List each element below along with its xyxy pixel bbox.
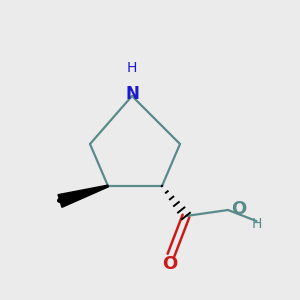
Text: H: H [251, 217, 262, 230]
Text: H: H [127, 61, 137, 74]
Text: O: O [231, 200, 246, 217]
Polygon shape [58, 185, 108, 207]
Text: O: O [162, 255, 177, 273]
Text: N: N [125, 85, 139, 103]
